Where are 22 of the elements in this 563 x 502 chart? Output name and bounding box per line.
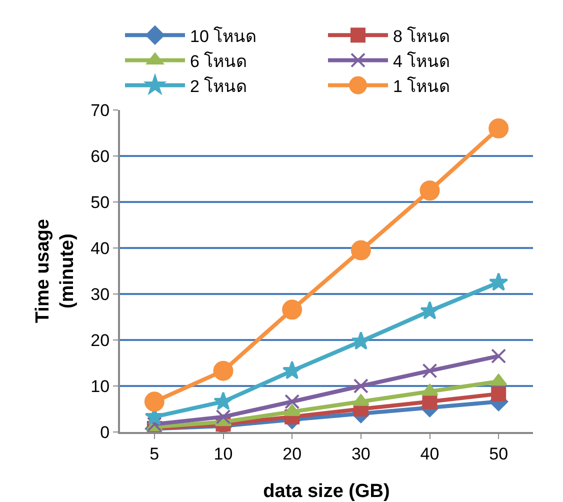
x-tick-label: 40 bbox=[420, 444, 440, 464]
y-axis-title: Time usage (minute) bbox=[32, 218, 78, 324]
y-tick-label: 40 bbox=[90, 238, 110, 258]
legend-label: 6 โหนด bbox=[190, 50, 248, 71]
x-tick-label: 5 bbox=[150, 444, 160, 464]
y-tick-label: 20 bbox=[90, 330, 110, 350]
legend-label: 2 โหนด bbox=[190, 76, 248, 96]
y-tick-label: 70 bbox=[90, 100, 110, 120]
y-tick-label: 30 bbox=[90, 284, 110, 304]
y-tick-label: 50 bbox=[90, 192, 110, 212]
x-tick-label: 30 bbox=[351, 444, 370, 464]
x-tick-label: 10 bbox=[214, 444, 233, 464]
legend-label: 1 โหนด bbox=[393, 76, 450, 96]
y-tick-label: 60 bbox=[90, 146, 110, 166]
legend-label: 10 โหนด bbox=[190, 26, 257, 46]
y-tick-label: 0 bbox=[100, 422, 110, 442]
y-tick-label: 10 bbox=[90, 376, 110, 396]
x-tick-label: 20 bbox=[282, 444, 302, 464]
legend-label: 4 โหนด bbox=[393, 50, 450, 71]
x-tick-label: 50 bbox=[489, 444, 508, 464]
x-axis-title: data size (GB) bbox=[263, 481, 390, 502]
legend-label: 8 โหนด bbox=[393, 26, 450, 46]
